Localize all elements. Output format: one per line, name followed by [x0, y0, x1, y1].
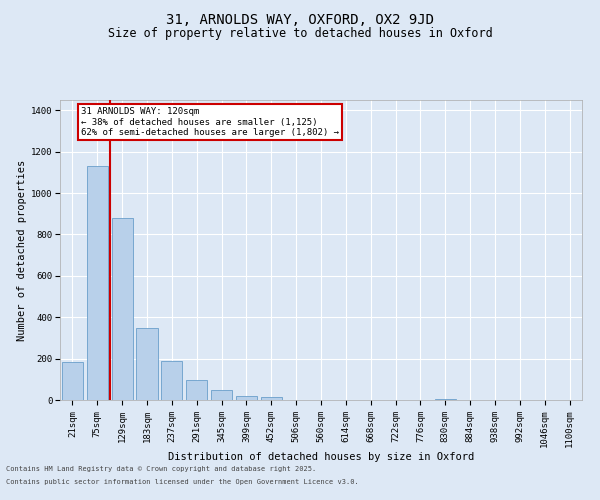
- Bar: [261, 397, 282, 400]
- Y-axis label: Number of detached properties: Number of detached properties: [17, 160, 26, 340]
- Bar: [161, 360, 182, 400]
- Text: Size of property relative to detached houses in Oxford: Size of property relative to detached ho…: [107, 28, 493, 40]
- Bar: [236, 396, 257, 400]
- Bar: [435, 399, 456, 400]
- Text: Contains HM Land Registry data © Crown copyright and database right 2025.: Contains HM Land Registry data © Crown c…: [6, 466, 316, 472]
- X-axis label: Distribution of detached houses by size in Oxford: Distribution of detached houses by size …: [168, 452, 474, 462]
- Text: Contains public sector information licensed under the Open Government Licence v3: Contains public sector information licen…: [6, 479, 359, 485]
- Text: 31, ARNOLDS WAY, OXFORD, OX2 9JD: 31, ARNOLDS WAY, OXFORD, OX2 9JD: [166, 12, 434, 26]
- Bar: [186, 380, 207, 400]
- Text: 31 ARNOLDS WAY: 120sqm
← 38% of detached houses are smaller (1,125)
62% of semi-: 31 ARNOLDS WAY: 120sqm ← 38% of detached…: [81, 108, 339, 138]
- Bar: [211, 390, 232, 400]
- Bar: [62, 362, 83, 400]
- Bar: [87, 166, 108, 400]
- Bar: [112, 218, 133, 400]
- Bar: [136, 328, 158, 400]
